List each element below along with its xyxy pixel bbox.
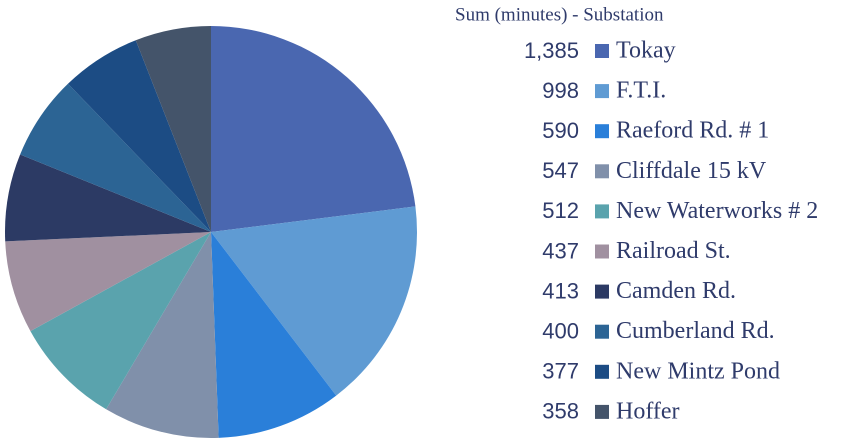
legend-swatch [595, 364, 609, 379]
legend-swatch [595, 204, 609, 219]
pie-slice [4, 154, 211, 242]
legend-label: Tokay [616, 38, 676, 64]
pie-slice [106, 232, 219, 438]
legend-label: Cumberland Rd. [616, 318, 775, 344]
legend-label: Railroad St. [616, 238, 731, 264]
legend-swatch [595, 84, 609, 99]
legend-label: F.T.I. [616, 78, 666, 104]
legend-value: 437 [542, 238, 579, 263]
legend-swatch [595, 404, 609, 419]
legend-label: Raeford Rd. # 1 [616, 118, 769, 144]
legend-label: New Waterworks # 2 [616, 198, 818, 224]
legend-value: 377 [542, 359, 579, 384]
legend-swatch [595, 164, 609, 179]
pie-slice [30, 232, 211, 410]
legend-value: 358 [542, 399, 579, 424]
pie-slice [211, 206, 417, 396]
legend-value: 590 [542, 118, 579, 143]
pie-slice [211, 26, 416, 232]
pie-slice [67, 40, 211, 233]
legend-swatch [595, 124, 609, 139]
pie-slice [20, 83, 211, 233]
legend-label: Camden Rd. [616, 278, 736, 304]
legend-title: Sum (minutes) - Substation [455, 4, 664, 25]
legend-value: 1,385 [524, 38, 579, 63]
pie-slice [211, 232, 337, 438]
legend-value: 400 [542, 319, 579, 344]
legend-label: Hoffer [616, 398, 680, 424]
legend-value: 512 [542, 198, 579, 223]
legend-label: New Mintz Pond [616, 358, 780, 384]
legend-swatch [595, 324, 609, 339]
legend-value: 998 [542, 78, 579, 103]
legend-value: 413 [542, 278, 579, 303]
legend-swatch [595, 44, 609, 58]
legend-swatch [595, 244, 609, 259]
legend-swatch [595, 284, 609, 299]
pie-slice [135, 26, 211, 232]
legend-label: Cliffdale 15 kV [616, 158, 767, 184]
legend-value: 547 [542, 158, 579, 183]
pie-slice [5, 232, 212, 332]
